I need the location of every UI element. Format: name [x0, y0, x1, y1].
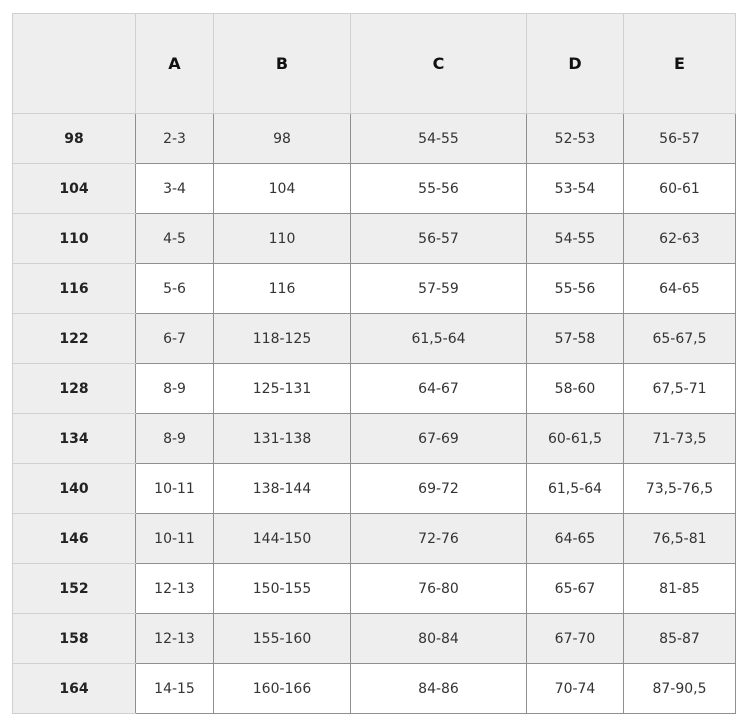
table-cell: 131-138: [213, 413, 351, 464]
column-header: A: [135, 13, 214, 114]
table-cell: 56-57: [350, 213, 527, 264]
table-cell: 76-80: [350, 563, 527, 614]
column-header: C: [350, 13, 527, 114]
table-row: 146 10-11 144-150 72-76 64-65 76,5-81: [12, 513, 736, 564]
row-header: 122: [12, 313, 136, 364]
table-cell: 116: [213, 263, 351, 314]
table-cell: 4-5: [135, 213, 214, 264]
table-cell: 118-125: [213, 313, 351, 364]
table-cell: 67-69: [350, 413, 527, 464]
table-cell: 76,5-81: [623, 513, 736, 564]
table-row: 104 3-4 104 55-56 53-54 60-61: [12, 163, 736, 214]
table-cell: 6-7: [135, 313, 214, 364]
table-cell: 65-67: [526, 563, 624, 614]
table-cell: 60-61: [623, 163, 736, 214]
table-cell: 5-6: [135, 263, 214, 314]
table-cell: 98: [213, 113, 351, 164]
table-cell: 53-54: [526, 163, 624, 214]
corner-header: [12, 13, 136, 114]
table-cell: 57-58: [526, 313, 624, 364]
table-cell: 144-150: [213, 513, 351, 564]
table-cell: 60-61,5: [526, 413, 624, 464]
table-cell: 55-56: [350, 163, 527, 214]
column-header: D: [526, 13, 624, 114]
row-header: 104: [12, 163, 136, 214]
table-cell: 62-63: [623, 213, 736, 264]
row-header: 110: [12, 213, 136, 264]
row-header: 128: [12, 363, 136, 414]
table-cell: 54-55: [526, 213, 624, 264]
table-cell: 57-59: [350, 263, 527, 314]
table-cell: 61,5-64: [526, 463, 624, 514]
table-cell: 73,5-76,5: [623, 463, 736, 514]
table-row: 134 8-9 131-138 67-69 60-61,5 71-73,5: [12, 413, 736, 464]
row-header: 98: [12, 113, 136, 164]
table-cell: 110: [213, 213, 351, 264]
table-cell: 125-131: [213, 363, 351, 414]
table-cell: 67-70: [526, 613, 624, 664]
table-cell: 14-15: [135, 663, 214, 714]
table-cell: 155-160: [213, 613, 351, 664]
table-cell: 150-155: [213, 563, 351, 614]
table-cell: 69-72: [350, 463, 527, 514]
row-header: 152: [12, 563, 136, 614]
table-cell: 138-144: [213, 463, 351, 514]
table-cell: 87-90,5: [623, 663, 736, 714]
table-cell: 12-13: [135, 563, 214, 614]
table-cell: 85-87: [623, 613, 736, 664]
column-header: B: [213, 13, 351, 114]
table-cell: 55-56: [526, 263, 624, 314]
table-body: 98 2-3 98 54-55 52-53 56-57 104 3-4 104 55-56 53-5…: [12, 113, 736, 714]
table-cell: 3-4: [135, 163, 214, 214]
table-cell: 64-67: [350, 363, 527, 414]
table-cell: 104: [213, 163, 351, 214]
table-cell: 61,5-64: [350, 313, 527, 364]
row-header: 158: [12, 613, 136, 664]
table-row: 140 10-11 138-144 69-72 61,5-64 73,5-76,5: [12, 463, 736, 514]
table-cell: 10-11: [135, 513, 214, 564]
table-row: 98 2-3 98 54-55 52-53 56-57: [12, 113, 736, 164]
table-cell: 81-85: [623, 563, 736, 614]
table-cell: 12-13: [135, 613, 214, 664]
table-cell: 56-57: [623, 113, 736, 164]
row-header: 146: [12, 513, 136, 564]
table-cell: 54-55: [350, 113, 527, 164]
table-cell: 72-76: [350, 513, 527, 564]
table-cell: 70-74: [526, 663, 624, 714]
table-cell: 71-73,5: [623, 413, 736, 464]
table-cell: 84-86: [350, 663, 527, 714]
row-header: 140: [12, 463, 136, 514]
row-header: 164: [12, 663, 136, 714]
row-header: 134: [12, 413, 136, 464]
table-cell: 52-53: [526, 113, 624, 164]
table-row: 164 14-15 160-166 84-86 70-74 87-90,5: [12, 663, 736, 714]
row-header: 116: [12, 263, 136, 314]
table-cell: 64-65: [623, 263, 736, 314]
table-cell: 2-3: [135, 113, 214, 164]
table-row: 122 6-7 118-125 61,5-64 57-58 65-67,5: [12, 313, 736, 364]
table-cell: 67,5-71: [623, 363, 736, 414]
table-row: 152 12-13 150-155 76-80 65-67 81-85: [12, 563, 736, 614]
table-cell: 80-84: [350, 613, 527, 664]
table-cell: 64-65: [526, 513, 624, 564]
table-cell: 160-166: [213, 663, 351, 714]
table-row: 116 5-6 116 57-59 55-56 64-65: [12, 263, 736, 314]
table-cell: 10-11: [135, 463, 214, 514]
table-cell: 8-9: [135, 363, 214, 414]
table-row: 110 4-5 110 56-57 54-55 62-63: [12, 213, 736, 264]
table-row: 128 8-9 125-131 64-67 58-60 67,5-71: [12, 363, 736, 414]
table-cell: 8-9: [135, 413, 214, 464]
column-header: E: [623, 13, 736, 114]
table-cell: 58-60: [526, 363, 624, 414]
table-row: 158 12-13 155-160 80-84 67-70 85-87: [12, 613, 736, 664]
table-cell: 65-67,5: [623, 313, 736, 364]
